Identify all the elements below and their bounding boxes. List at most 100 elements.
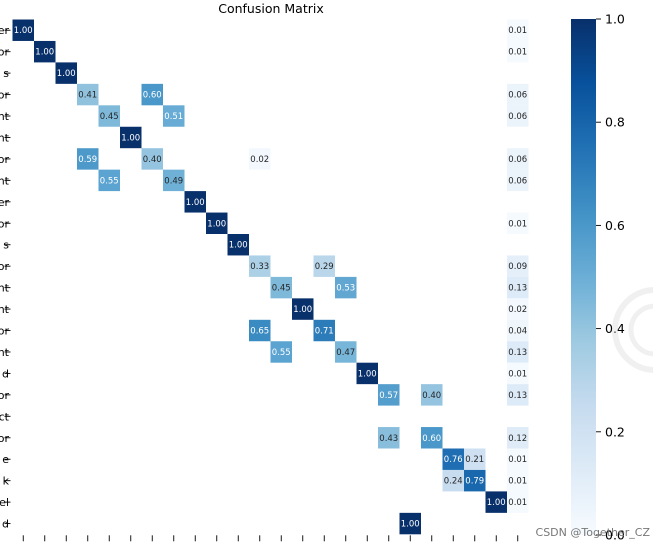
cell-value-label: 0.01 (508, 455, 527, 465)
cell-value-label: 0.09 (508, 262, 527, 272)
colorbar-tick-label: 0.4 (605, 321, 625, 336)
heatmap-cell (249, 319, 271, 342)
heatmap-cell (335, 341, 357, 363)
cell-value-label: 0.47 (336, 348, 355, 358)
cell-value-label: 0.55 (100, 176, 119, 186)
cell-value-label: 0.06 (508, 176, 527, 186)
cell-value-label: 1.00 (35, 48, 54, 58)
row-tick-label: or (0, 89, 9, 102)
cell-value-label: 0.71 (315, 327, 334, 337)
heatmap-cell (507, 469, 529, 492)
heatmap-cell (98, 105, 120, 127)
cell-value-label: 0.43 (379, 434, 398, 444)
heatmap-cell (507, 319, 529, 342)
cell-value-label: 0.01 (508, 477, 527, 487)
row-tick-label: or (0, 389, 9, 402)
row-tick-label: nt (0, 282, 10, 295)
row-tick-label: or (0, 325, 9, 338)
heatmap-cell (249, 148, 271, 170)
heatmap-cell (120, 126, 142, 149)
column-tick-marks (22, 535, 519, 542)
heatmap-cell (335, 276, 357, 299)
cell-value-label: 0.40 (143, 155, 162, 165)
row-tick-label: er (0, 196, 9, 209)
cell-value-label: 1.00 (186, 198, 205, 208)
heatmap-cell (507, 169, 529, 192)
watermark-text: CSDN @Together_CZ (536, 526, 651, 539)
heatmap-cell (184, 191, 206, 213)
heatmap-cell (507, 83, 529, 106)
row-tick-label: nt (0, 110, 10, 123)
heatmap-cell (98, 169, 120, 192)
heatmap-cell (464, 448, 486, 470)
cell-value-label: 1.00 (57, 69, 76, 79)
row-tick-label: or (0, 153, 9, 166)
cell-value-label: 0.40 (422, 391, 441, 401)
heatmap-cell (249, 255, 271, 277)
cell-value-label: 0.59 (78, 155, 97, 165)
colorbar-tick-label: 0.8 (605, 115, 625, 130)
heatmap-cell (442, 448, 464, 470)
row-tick-label: d (2, 518, 9, 531)
colorbar-tick-label: 0.0 (605, 528, 625, 543)
heatmap-cell (378, 427, 400, 449)
heatmap-cell (141, 83, 163, 106)
cell-value-label: 0.53 (336, 284, 355, 294)
cell-value-label: 0.06 (508, 91, 527, 101)
heatmap-cell (313, 319, 335, 342)
row-tick-label: nt (0, 131, 10, 144)
row-tick-label: k (3, 475, 10, 488)
heatmap-cell (507, 212, 529, 234)
heatmap-cell (507, 19, 529, 41)
cell-value-label: 0.01 (508, 26, 527, 36)
cell-value-label: 0.49 (164, 176, 183, 186)
heatmap-cell (507, 298, 529, 320)
row-tick-label: or (0, 46, 9, 59)
cell-value-label: 0.51 (164, 112, 183, 122)
cell-value-label: 0.60 (422, 434, 441, 444)
cell-value-label: 0.12 (508, 434, 527, 444)
cell-value-label: 1.00 (14, 26, 33, 36)
cell-value-label: 1.00 (358, 369, 377, 379)
heatmap-cell (292, 298, 314, 320)
heatmap-cell (77, 148, 99, 170)
heatmap-cell (507, 105, 529, 127)
row-tick-label: nt (0, 346, 10, 359)
heatmap-cell (55, 62, 77, 84)
heatmap-cell (141, 148, 163, 170)
row-tick-label: d (2, 367, 9, 380)
cell-value-label: 0.01 (508, 219, 527, 229)
heatmap-cell (507, 491, 529, 513)
heatmap-cell (507, 255, 529, 277)
heatmap-cell (442, 469, 464, 492)
heatmap-cell (313, 255, 335, 277)
heatmap-cell (507, 448, 529, 470)
heatmap-cell (163, 105, 185, 127)
cell-value-label: 0.01 (508, 48, 527, 58)
heatmap-cell (464, 469, 486, 492)
cell-value-label: 0.06 (508, 112, 527, 122)
colorbar-tick-label: 0.6 (605, 218, 625, 233)
cell-value-label: 0.29 (315, 262, 334, 272)
heatmap-cell (270, 276, 292, 299)
row-tick-label: ct (0, 410, 10, 423)
colorbar (571, 19, 596, 535)
cell-value-label: 0.13 (508, 348, 527, 358)
heatmap-cell (12, 19, 34, 41)
cell-value-label: 0.55 (272, 348, 291, 358)
cell-value-label: 0.06 (508, 155, 527, 165)
heatmap-cell (421, 427, 443, 449)
cell-value-label: 0.13 (508, 284, 527, 294)
cell-value-label: 0.02 (250, 155, 269, 165)
colorbar-ticks: 0.0 0.2 0.4 0.6 0.8 1.0 (596, 12, 625, 543)
row-tick-labels: er or s or nt nt or nt er or s or nt nt or nt d or ct or eke… (0, 24, 11, 531)
chart-title: Confusion Matrix (218, 1, 324, 16)
row-tick-label: s (3, 67, 9, 80)
cell-value-label: 0.41 (78, 91, 97, 101)
heatmap-cell (507, 427, 529, 449)
heatmap-cell (34, 40, 56, 63)
cell-value-label: 0.24 (444, 477, 463, 487)
cell-value-label: 0.04 (508, 327, 527, 337)
heatmap-cells (12, 19, 529, 535)
heatmap-cell (399, 512, 421, 535)
